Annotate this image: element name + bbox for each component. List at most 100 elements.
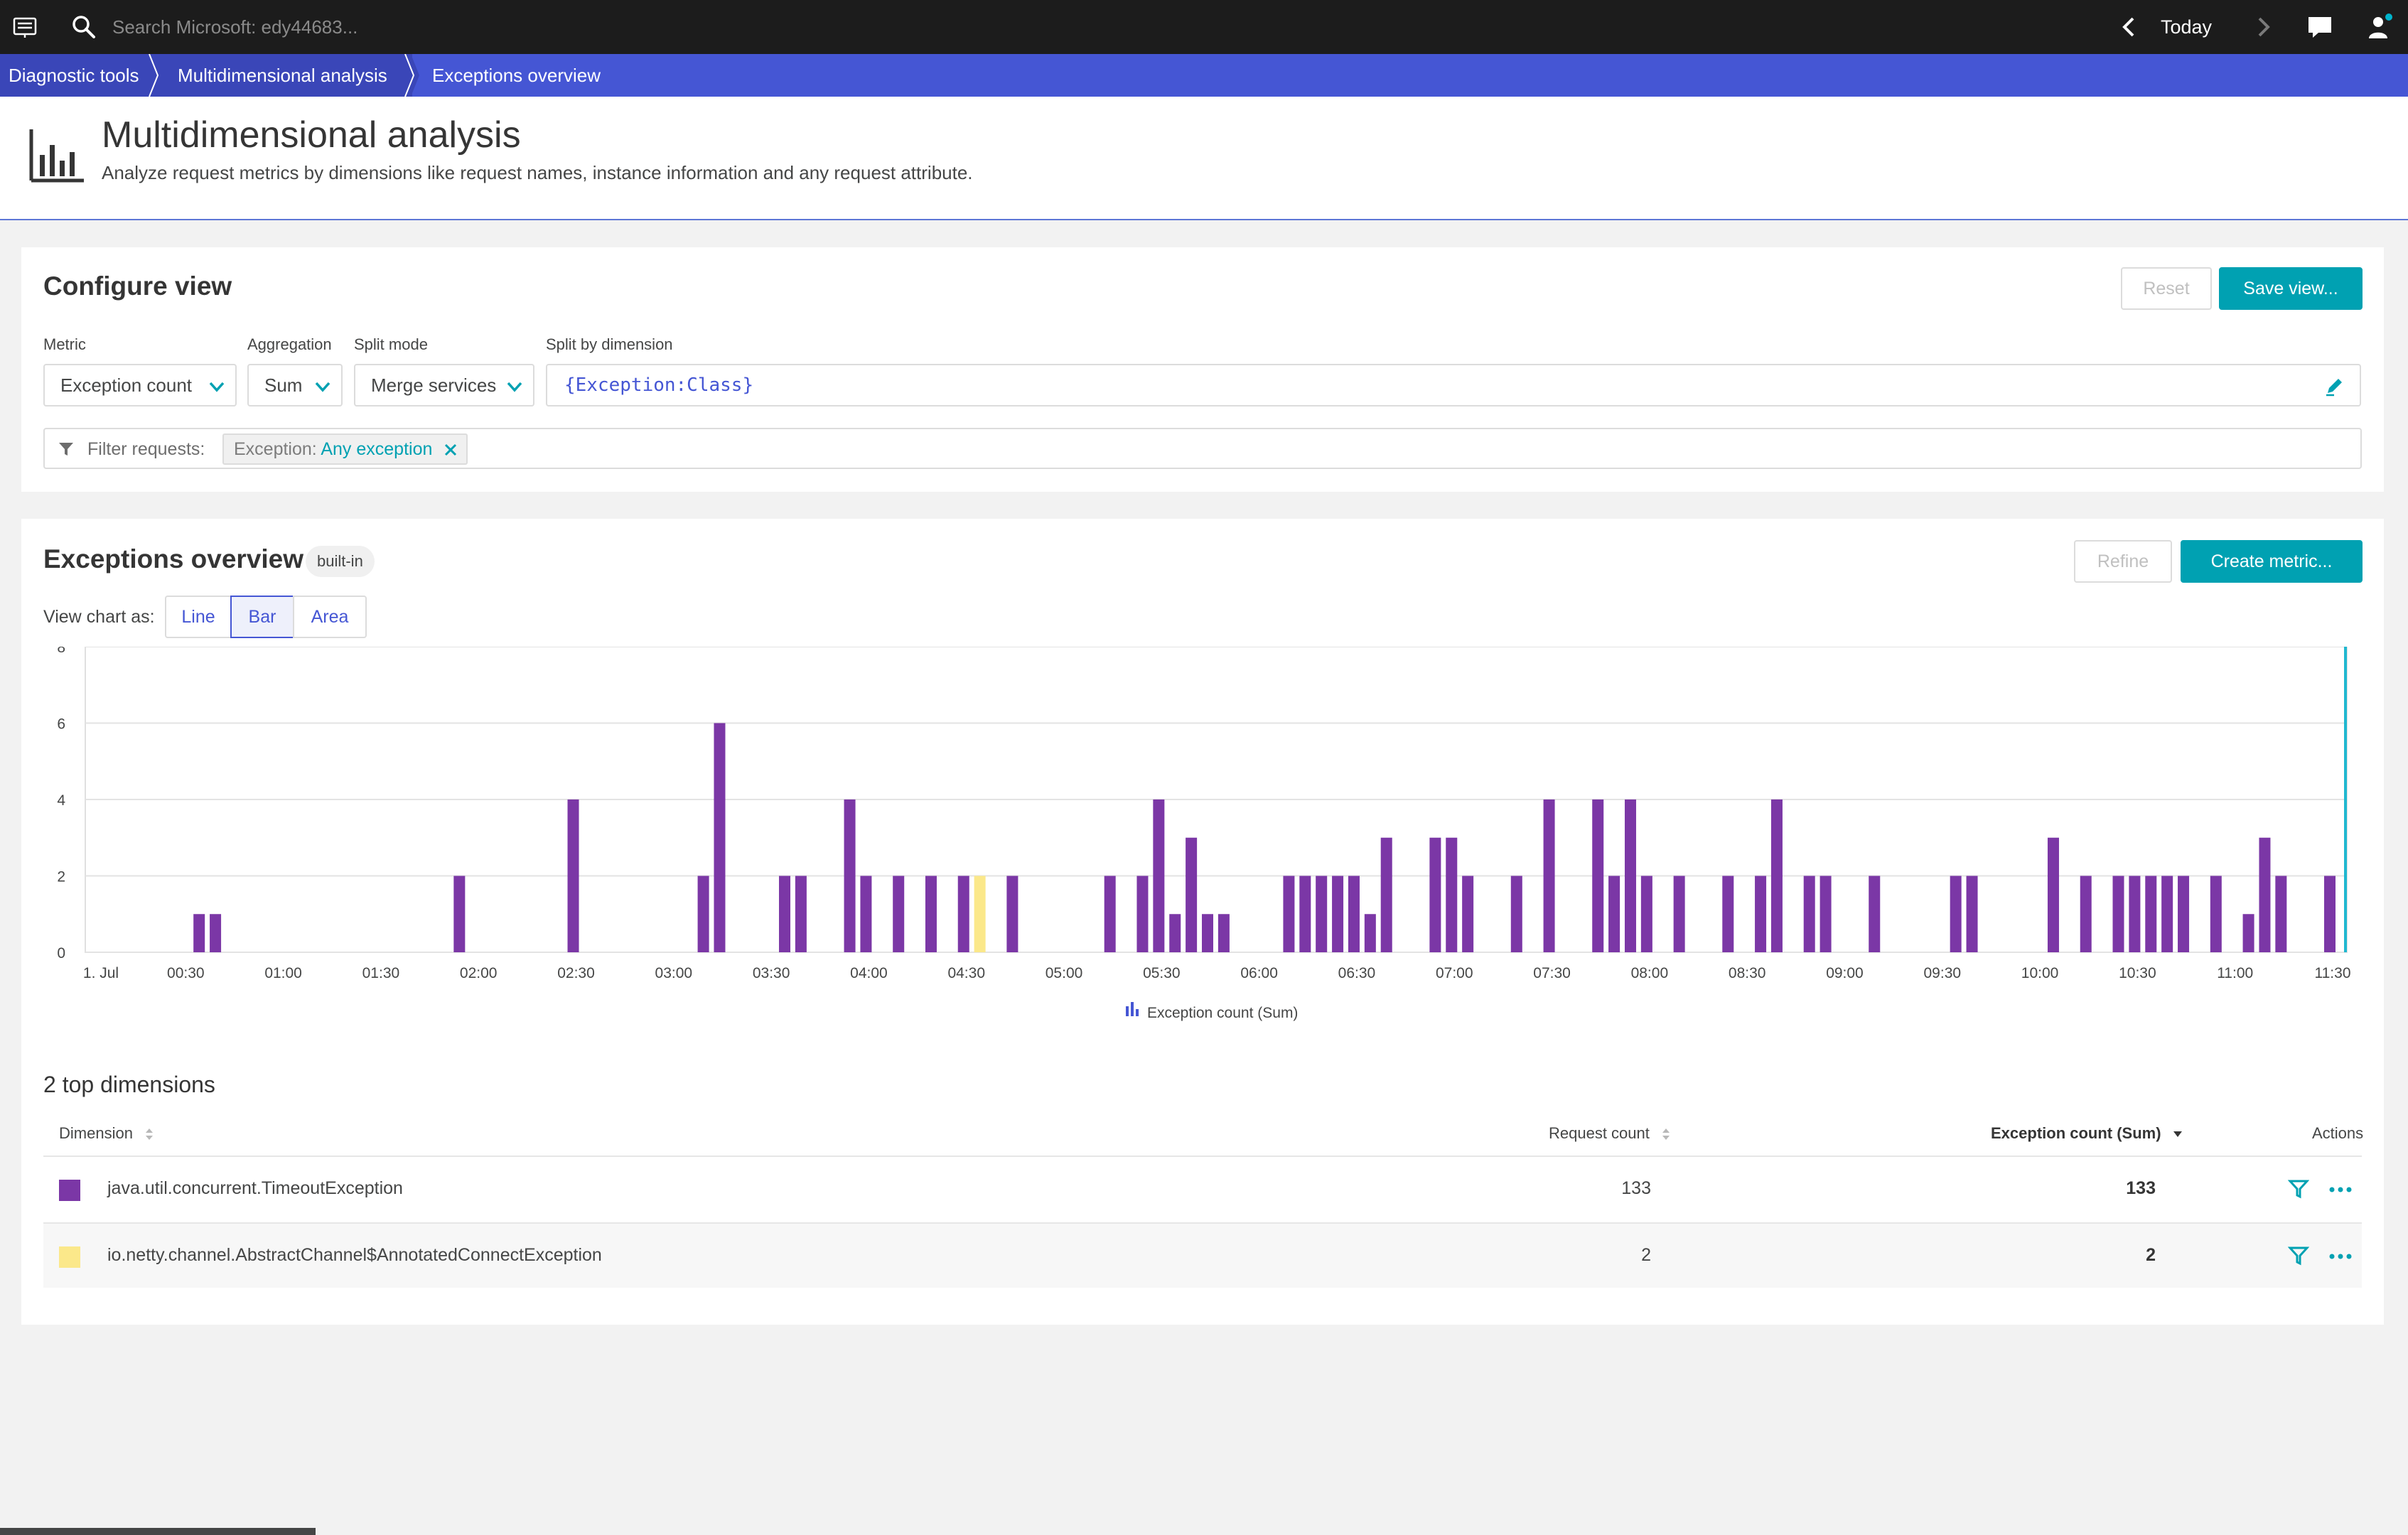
chart-bar [2080,876,2092,952]
filter-requests-bar[interactable]: Filter requests: Exception: Any exceptio… [43,428,2362,469]
aggregation-value: Sum [264,375,303,396]
split-dimension-value: {Exception:Class} [564,375,754,396]
chevron-right-icon[interactable] [2249,13,2277,41]
filter-chip[interactable]: Exception: Any exception [222,433,468,465]
reset-button[interactable]: Reset [2121,267,2212,310]
chevron-separator-icon [148,54,163,97]
chart-bar [1332,876,1344,952]
table-row[interactable]: io.netty.channel.AbstractChannel$Annotat… [43,1222,2362,1288]
split-dimension-input[interactable]: {Exception:Class} [546,364,2361,406]
breadcrumb-item-multidimensional-analysis[interactable]: Multidimensional analysis [156,54,419,97]
filter-icon[interactable] [2288,1245,2309,1266]
x-tick-label: 01:30 [362,965,400,981]
chart-bar [893,876,905,952]
close-icon[interactable] [442,441,459,458]
page-header: Multidimensional analysis Analyze reques… [0,97,2408,220]
breadcrumb-item-diagnostic-tools[interactable]: Diagnostic tools [0,54,163,97]
metric-value: Exception count [60,375,193,396]
chart-bar [2259,837,2271,952]
refine-button[interactable]: Refine [2074,540,2172,583]
column-header-label: Dimension [59,1124,133,1142]
chat-icon[interactable] [2304,11,2336,43]
chart-bar [1966,876,1978,952]
more-options-icon[interactable] [2328,1248,2353,1265]
more-options-icon[interactable] [2328,1181,2353,1198]
menu-icon[interactable] [11,13,40,41]
bottom-scroll-indicator [0,1528,316,1535]
chart-bar [1510,876,1522,952]
chart-bar [1316,876,1328,952]
x-tick-label: 09:30 [1924,965,1962,981]
chart-bar [860,876,872,952]
user-icon[interactable] [2364,11,2395,43]
x-tick-label: 01:00 [264,965,302,981]
search-icon[interactable] [68,11,100,43]
exceptions-overview-panel: Exceptions overview built-in Refine Crea… [21,519,2384,1325]
chart-type-bar[interactable]: Bar [230,596,294,638]
column-header-label: Exception count (Sum) [1991,1124,2161,1142]
chart-type-line[interactable]: Line [165,596,232,638]
breadcrumb-label: Diagnostic tools [9,65,139,86]
chevron-down-icon [507,382,522,392]
chevron-separator-icon [404,54,419,97]
chart-bar [1348,876,1360,952]
x-tick-label: 06:30 [1338,965,1376,981]
save-view-button[interactable]: Save view... [2219,267,2363,310]
pencil-icon[interactable] [2324,375,2345,397]
x-tick-label: 1. Jul [83,965,119,981]
split-mode-value: Merge services [371,375,497,396]
aggregation-select[interactable]: Sum [247,364,343,406]
x-tick-label: 09:00 [1826,965,1864,981]
column-header-request-count[interactable]: Request count [1549,1124,1671,1143]
x-tick-label: 11:00 [2217,965,2253,981]
chart-bar [210,914,222,952]
chart-bar [1006,876,1018,952]
breadcrumb-label: Multidimensional analysis [178,65,387,86]
legend-icon [1126,1006,1129,1016]
search-input[interactable] [112,10,610,44]
x-tick-label: 07:00 [1436,965,1473,981]
chart-type-area[interactable]: Area [293,596,367,638]
chart-bar [453,876,466,952]
chevron-left-icon[interactable] [2115,13,2144,41]
create-metric-button[interactable]: Create metric... [2181,540,2363,583]
dimension-name: io.netty.channel.AbstractChannel$Annotat… [107,1245,602,1265]
y-tick-label: 8 [57,647,65,656]
filter-icon[interactable] [2288,1178,2309,1200]
split-mode-select[interactable]: Merge services [354,364,534,406]
column-header-dimension[interactable]: Dimension [59,1124,154,1143]
x-tick-label: 06:00 [1240,965,1278,981]
table-row[interactable]: java.util.concurrent.TimeoutException 13… [43,1156,2362,1221]
timeframe-selector[interactable]: Today [2161,16,2213,38]
legend-label: Exception count (Sum) [1147,1005,1298,1021]
column-header-exception-count[interactable]: Exception count (Sum) [1991,1124,2183,1143]
x-tick-label: 03:00 [655,965,693,981]
x-tick-label: 10:30 [2119,965,2156,981]
chart-bar [2178,876,2190,952]
filter-chip-key: Exception: [234,439,317,459]
chart-bar [2210,876,2222,952]
chart-bar [1446,837,1458,952]
x-tick-label: 05:30 [1143,965,1181,981]
chart-bar [714,723,726,952]
metric-select[interactable]: Exception count [43,364,237,406]
view-chart-as-label: View chart as: [43,607,155,627]
x-tick-label: 10:00 [2021,965,2059,981]
request-count-value: 133 [1621,1178,1651,1198]
chart-bar [1153,799,1165,952]
x-tick-label: 04:30 [947,965,985,981]
chart-bar [697,876,709,952]
chart-bar [1283,876,1295,952]
chart-bar [1202,914,1213,952]
y-tick-label: 2 [57,869,65,885]
top-bar: Today [0,0,2408,54]
dimension-name: java.util.concurrent.TimeoutException [107,1178,403,1198]
chart-bar [2161,876,2173,952]
chevron-down-icon [209,382,225,392]
chart-bar [2129,876,2141,952]
chart-bar [1869,876,1881,952]
chart-bar [1462,876,1474,952]
chart-bar [567,799,579,952]
chart-bar [193,914,205,952]
filter-icon [59,443,73,456]
